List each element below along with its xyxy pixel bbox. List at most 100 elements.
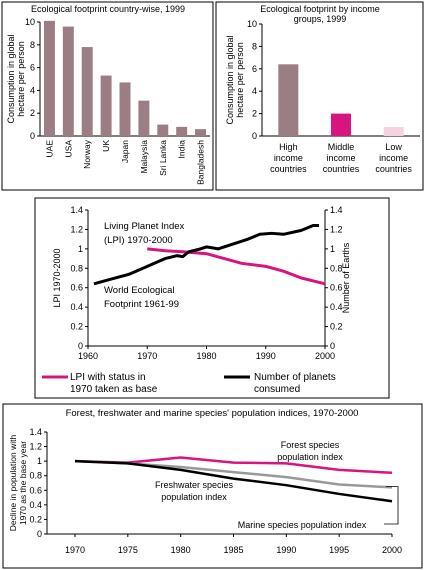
y-tick-label: 0: [78, 341, 83, 351]
x-tick-label: 1995: [329, 545, 349, 555]
chart-frame: [34, 197, 390, 399]
series-label: Forest species: [281, 440, 340, 450]
chart-title-line: Ecological footprint by income: [260, 4, 380, 14]
y-tick-label: 0: [30, 131, 35, 141]
x-tick-label: 1990: [256, 351, 276, 361]
y-label-line: Decline in population with: [8, 435, 18, 532]
y-tick-label: 0.4: [70, 302, 83, 312]
lpi-annotation: (LPI) 1970-2000: [104, 235, 173, 246]
category-label: UK: [101, 140, 111, 152]
category-label: Norway: [82, 139, 92, 169]
legend-label: 1970 taken as base: [70, 384, 158, 395]
category-label: High: [279, 142, 298, 152]
x-tick-label: 1985: [223, 545, 243, 555]
y-tick-label: 0.6: [70, 283, 83, 293]
category-label: countries: [323, 164, 360, 174]
category-labels: UAE USA Norway UK Japan Malaysia Sri Lanka Indi…: [44, 139, 205, 185]
y-label-line: 1970 as the base year: [18, 441, 28, 525]
series-label: Marine species population index: [238, 520, 367, 530]
bar: [331, 113, 351, 136]
x-tick-label: 2000: [315, 351, 335, 361]
bar: [81, 47, 93, 136]
series-line: [74, 459, 393, 489]
bars: [278, 64, 404, 136]
category-label: countries: [375, 164, 412, 174]
y2-tick-label: 0.2: [330, 322, 343, 332]
bar: [138, 100, 150, 136]
x-tick-label: 2000: [382, 545, 402, 555]
category-label: Malaysia: [139, 140, 149, 174]
y-tick-label: 8: [252, 41, 257, 51]
series-line: [93, 224, 320, 286]
y-tick-label: 6: [30, 63, 35, 73]
category-label: income: [379, 153, 408, 163]
y-tick-label: 4: [30, 85, 35, 95]
series-lines: [74, 456, 399, 525]
x-tick-label: 1980: [171, 545, 191, 555]
bar: [62, 26, 74, 137]
y-tick-label: 8: [30, 40, 35, 50]
series-label: population index: [277, 452, 343, 462]
y-tick-label: 2: [30, 108, 35, 118]
legend-label: Number of planets: [254, 372, 336, 383]
category-label: Sri Lanka: [158, 140, 168, 176]
category-label: Middle: [328, 142, 355, 152]
y-axis-label: Consumption in global hectare per person: [225, 35, 245, 124]
series-line: [74, 456, 393, 475]
chart-frame: [1, 1, 214, 191]
series-line: [147, 247, 326, 286]
y-tick-label: 1: [37, 456, 42, 466]
footprint-annotation: Footprint 1961-99: [104, 299, 179, 310]
bar: [195, 129, 207, 136]
y-axis-label: LPI 1970-2000: [52, 248, 62, 307]
y-label-line: Consumption in global: [6, 34, 16, 123]
y-tick-label: 0: [37, 529, 42, 539]
species-index-chart: Forest, freshwater and marine species' p…: [2, 403, 423, 569]
legend-label: consumed: [254, 384, 300, 395]
y-label-line: Consumption in global: [225, 35, 235, 124]
y-tick-label: 10: [25, 17, 35, 27]
y-axis-label: Decline in population with 1970 as the ba…: [8, 435, 28, 532]
y2-tick-label: 0.6: [330, 283, 343, 293]
callout-line: [384, 486, 399, 525]
lpi-annotation: Living Planet Index: [104, 221, 185, 232]
category-label: Low: [385, 142, 402, 152]
series-lines: [93, 224, 326, 286]
bar: [43, 20, 55, 136]
category-label: India: [177, 140, 187, 159]
x-tick-label: 1970: [137, 351, 157, 361]
x-tick-label: 1960: [78, 351, 98, 361]
category-label: income: [326, 153, 355, 163]
category-label: countries: [270, 164, 307, 174]
y-tick-label: 0.2: [29, 514, 42, 524]
y-tick-label: 4: [252, 86, 257, 96]
category-label: Japan: [120, 140, 130, 163]
y-tick-label: 1.4: [70, 205, 83, 215]
y2-tick-label: 0: [330, 341, 335, 351]
y-tick-label: 0.4: [29, 500, 42, 510]
lpi-footprint-chart: 0 0 0.2 0.2 0.4 0.4 0.6 0.6 0.8 0.8 1 1 1.2 1.2 1.4 1.4…: [34, 197, 390, 399]
y-tick-label: 1.4: [29, 427, 42, 437]
bars: [43, 20, 207, 137]
y-tick-label: 1: [78, 244, 83, 254]
y2-tick-label: 0.4: [330, 302, 343, 312]
y2-tick-label: 1: [330, 244, 335, 254]
axes: 0 0 0.2 0.2 0.4 0.4 0.6 0.6 0.8 0.8 1 1 1.2 1.2 1.4 1.4…: [52, 205, 351, 361]
series-label: population index: [161, 492, 227, 502]
chart-title-line: groups, 1999: [294, 14, 347, 24]
footprint-annotation: World Ecological: [104, 285, 175, 296]
y-axis-label: Consumption in global hectare per person: [6, 34, 26, 123]
y-label-line: hectare per person: [235, 42, 245, 118]
bar: [383, 127, 404, 136]
y2-tick-label: 1.4: [330, 205, 343, 215]
x-tick-label: 1975: [118, 545, 138, 555]
category-label: USA: [63, 140, 73, 158]
series-label: Freshwater species: [155, 480, 234, 490]
x-tick-label: 1970: [65, 545, 85, 555]
y-tick-label: 1.2: [29, 442, 42, 452]
category-label: income: [274, 153, 303, 163]
country-footprint-chart: Ecological footprint country-wise, 1999 …: [1, 1, 214, 191]
y2-axis-label: Number of Earths: [341, 242, 351, 313]
